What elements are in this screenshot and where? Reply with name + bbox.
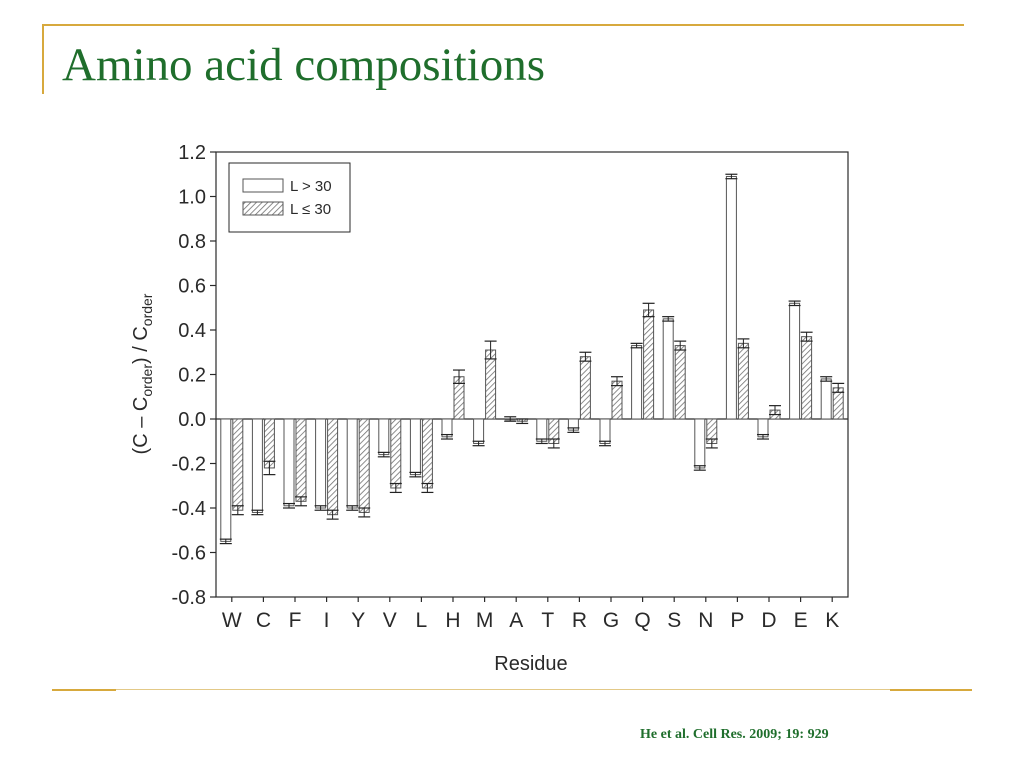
x-tick-label: E bbox=[794, 609, 808, 632]
bar-l-gt-30 bbox=[725, 175, 737, 420]
bar-l-le-30 bbox=[611, 380, 623, 420]
y-tick-label: 0.0 bbox=[178, 409, 206, 431]
legend-box bbox=[228, 162, 351, 233]
bar-l-gt-30 bbox=[283, 418, 295, 507]
footer-rule bbox=[116, 689, 890, 690]
y-tick-label: 1.0 bbox=[178, 187, 206, 209]
y-axis-label-sub-1: order bbox=[139, 364, 155, 397]
bar-l-le-30 bbox=[643, 309, 655, 420]
bar-l-le-30 bbox=[327, 418, 339, 516]
chart-legend: L > 30 L ≤ 30 bbox=[228, 162, 351, 233]
bar-l-le-30 bbox=[295, 418, 307, 502]
x-tick-label: I bbox=[324, 609, 330, 632]
slide-left-rule bbox=[42, 24, 44, 94]
x-tick-label: W bbox=[222, 609, 242, 632]
y-tick-label: 0.4 bbox=[178, 320, 206, 342]
bar-l-gt-30 bbox=[346, 418, 358, 509]
y-tick-label: -0.8 bbox=[172, 587, 206, 609]
y-tick-label: -0.4 bbox=[172, 498, 206, 520]
y-tick-label: -0.6 bbox=[172, 543, 206, 565]
bar-l-gt-30 bbox=[251, 418, 263, 513]
x-tick-label: V bbox=[383, 609, 397, 632]
y-tick-label: -0.2 bbox=[172, 454, 206, 476]
bar-l-gt-30 bbox=[599, 418, 611, 444]
y-axis-label: (C – Corder) / Corder bbox=[130, 293, 155, 454]
x-tick-label: M bbox=[476, 609, 494, 632]
y-tick-label: 1.2 bbox=[178, 142, 206, 164]
bar-l-gt-30 bbox=[378, 418, 390, 456]
x-tick-label: Q bbox=[634, 609, 650, 632]
legend-label-l-gt-30: L > 30 bbox=[290, 178, 332, 195]
x-tick-label: S bbox=[667, 609, 681, 632]
x-tick-label: H bbox=[445, 609, 460, 632]
slide-title: Amino acid compositions bbox=[62, 39, 546, 91]
bar-l-le-30 bbox=[358, 418, 370, 513]
bar-l-gt-30 bbox=[789, 302, 801, 420]
x-tick-label: F bbox=[289, 609, 302, 632]
bar-l-gt-30 bbox=[820, 378, 832, 420]
legend-swatch-open bbox=[242, 178, 284, 193]
bar-l-gt-30 bbox=[631, 345, 643, 420]
x-tick-label: C bbox=[256, 609, 271, 632]
bar-l-gt-30 bbox=[409, 418, 421, 476]
footer-rule-right bbox=[890, 689, 972, 691]
bar-l-le-30 bbox=[232, 418, 244, 511]
y-axis-label-sub-2: order bbox=[139, 293, 155, 326]
x-tick-label: L bbox=[416, 609, 428, 632]
bar-l-gt-30 bbox=[536, 418, 548, 442]
y-axis-label-part-1: (C – C bbox=[130, 397, 152, 455]
y-tick-label: 0.8 bbox=[178, 231, 206, 253]
legend-label-l-le-30: L ≤ 30 bbox=[290, 201, 331, 218]
bar-l-le-30 bbox=[674, 345, 686, 420]
bar-l-gt-30 bbox=[662, 318, 674, 420]
y-tick-label: 0.2 bbox=[178, 365, 206, 387]
x-axis-label: Residue bbox=[494, 653, 567, 675]
x-tick-label: R bbox=[572, 609, 587, 632]
slide-top-rule bbox=[42, 24, 964, 26]
x-tick-label: A bbox=[509, 609, 523, 632]
bar-l-gt-30 bbox=[694, 418, 706, 469]
footer-rule-left bbox=[52, 689, 116, 691]
bar-l-le-30 bbox=[263, 418, 275, 469]
y-tick-label: 0.6 bbox=[178, 276, 206, 298]
x-tick-label: Y bbox=[351, 609, 365, 632]
citation: He et al. Cell Res. 2009; 19: 929 bbox=[640, 727, 829, 742]
bar-l-le-30 bbox=[801, 336, 813, 420]
x-tick-label: P bbox=[730, 609, 744, 632]
x-tick-label: D bbox=[761, 609, 776, 632]
bar-l-le-30 bbox=[579, 356, 591, 420]
x-tick-label: N bbox=[698, 609, 713, 632]
y-axis-label-part-2: ) / C bbox=[130, 326, 152, 364]
x-tick-label: G bbox=[603, 609, 619, 632]
bar-l-gt-30 bbox=[220, 418, 232, 542]
bar-l-gt-30 bbox=[473, 418, 485, 444]
bar-l-le-30 bbox=[390, 418, 402, 489]
bar-l-le-30 bbox=[421, 418, 433, 489]
x-tick-label: T bbox=[541, 609, 554, 632]
legend-swatch-hatched bbox=[242, 201, 284, 216]
bar-l-le-30 bbox=[485, 349, 497, 420]
bar-l-le-30 bbox=[737, 342, 749, 420]
bar-l-gt-30 bbox=[315, 418, 327, 509]
x-tick-label: K bbox=[825, 609, 839, 632]
